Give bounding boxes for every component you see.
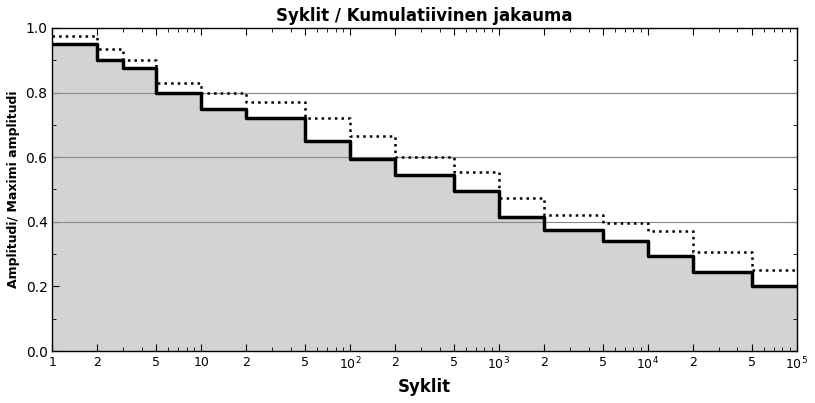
Title: Syklit / Kumulatiivinen jakauma: Syklit / Kumulatiivinen jakauma [276, 7, 573, 25]
X-axis label: Syklit: Syklit [398, 378, 451, 396]
Y-axis label: Amplitudi/ Maximi amplitudi: Amplitudi/ Maximi amplitudi [7, 91, 20, 288]
